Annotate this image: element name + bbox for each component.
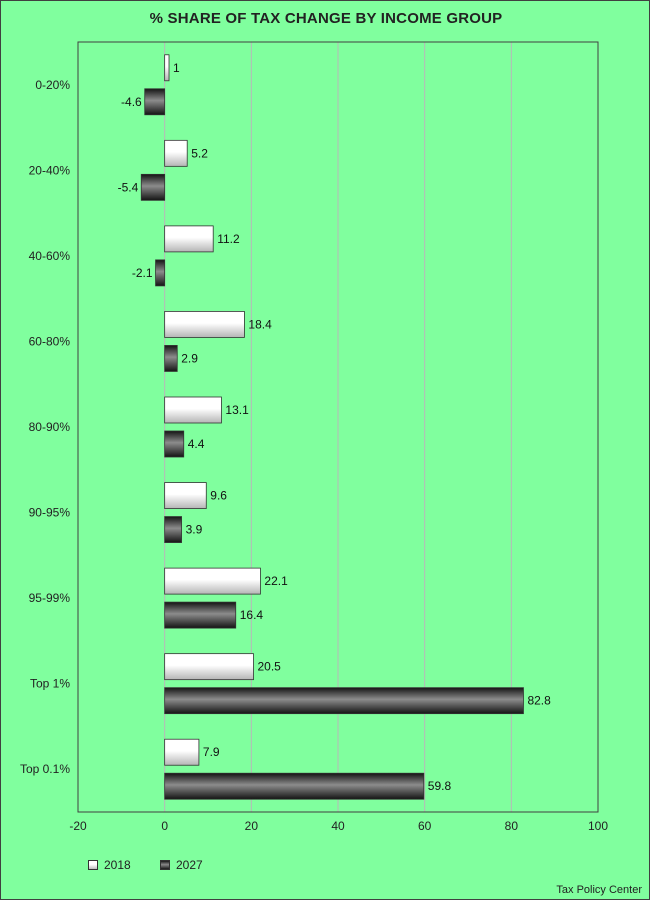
- data-label: 22.1: [264, 574, 288, 588]
- x-tick-label: 60: [418, 819, 432, 833]
- data-label: -5.4: [118, 180, 139, 194]
- category-label: 90-95%: [29, 506, 71, 520]
- data-label: 5.2: [191, 146, 208, 160]
- x-tick-label: 0: [161, 819, 168, 833]
- data-label: 2.9: [181, 351, 198, 365]
- data-label: 13.1: [225, 403, 249, 417]
- bar-2018: [164, 567, 261, 595]
- bar-2018: [164, 653, 254, 681]
- category-label: 60-80%: [29, 334, 71, 348]
- data-label: 3.9: [186, 523, 203, 537]
- data-label: -2.1: [132, 266, 153, 280]
- data-label: 20.5: [258, 660, 282, 674]
- bar-2018: [164, 54, 170, 82]
- bar-2027: [164, 430, 185, 458]
- data-label: 7.9: [203, 745, 220, 759]
- source-note: Tax Policy Center: [556, 884, 642, 896]
- bar-2027: [164, 345, 178, 372]
- category-label: Top 0.1%: [20, 762, 70, 776]
- data-label: -4.6: [121, 95, 142, 109]
- legend-swatch-2027: [160, 860, 170, 870]
- bar-2027: [155, 259, 166, 287]
- x-tick-label: 100: [588, 819, 608, 833]
- legend-item-2018: 2018: [88, 858, 131, 872]
- data-label: 59.8: [428, 779, 452, 793]
- bar-2027: [164, 687, 524, 715]
- data-label: 16.4: [240, 608, 264, 622]
- bar-2027: [140, 173, 166, 201]
- x-tick-label: 80: [505, 819, 519, 833]
- x-tick-label: 20: [245, 819, 259, 833]
- category-label: 95-99%: [29, 591, 71, 605]
- bar-2027: [164, 601, 237, 629]
- chart-title: % SHARE OF TAX CHANGE BY INCOME GROUP: [149, 10, 503, 27]
- data-label: 9.6: [210, 489, 227, 503]
- x-tick-label: 40: [331, 819, 345, 833]
- data-label: 18.4: [248, 317, 272, 331]
- legend-label-2018: 2018: [104, 858, 131, 872]
- category-label: Top 1%: [30, 677, 70, 691]
- bar-2018: [164, 482, 207, 509]
- category-label: 40-60%: [29, 249, 71, 263]
- legend-swatch-2018: [88, 860, 98, 870]
- category-label: 0-20%: [35, 78, 70, 92]
- bar-2018: [164, 139, 188, 167]
- bar-2027: [144, 88, 166, 116]
- bar-2027: [164, 772, 425, 800]
- data-label: 4.4: [188, 437, 205, 451]
- bar-2027: [164, 516, 182, 543]
- category-label: 80-90%: [29, 420, 71, 434]
- legend-label-2027: 2027: [176, 858, 203, 872]
- data-label: 11.2: [217, 232, 240, 246]
- bar-2018: [164, 396, 222, 424]
- category-label: 20-40%: [29, 163, 71, 177]
- plot-area: [77, 41, 599, 813]
- bar-2018: [164, 738, 200, 766]
- x-tick-label: -20: [69, 819, 87, 833]
- data-label: 1: [173, 61, 180, 75]
- bar-2018: [164, 225, 214, 253]
- legend-item-2027: 2027: [160, 858, 203, 872]
- data-label: 82.8: [527, 694, 551, 708]
- bar-2018: [164, 311, 245, 338]
